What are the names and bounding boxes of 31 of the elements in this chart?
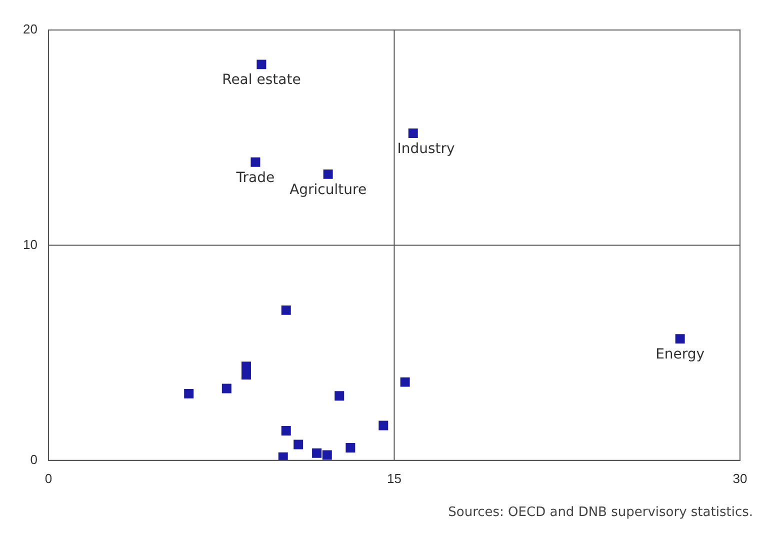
point xyxy=(222,384,232,394)
point xyxy=(281,426,291,436)
point xyxy=(323,169,333,179)
point xyxy=(242,370,251,380)
point xyxy=(278,452,288,460)
point xyxy=(408,128,418,138)
point xyxy=(346,442,356,452)
point xyxy=(294,440,304,450)
point xyxy=(400,377,410,387)
y-tick-label: 20 xyxy=(22,22,38,37)
point xyxy=(250,157,260,167)
annotation: Industry xyxy=(397,140,455,157)
y-tick-label: 0 xyxy=(30,452,38,467)
point xyxy=(675,334,685,344)
point xyxy=(242,362,251,372)
annotation: Trade xyxy=(235,170,275,186)
annotation: Energy xyxy=(656,346,705,362)
x-tick-label: 30 xyxy=(732,470,748,486)
point xyxy=(378,420,388,430)
annotation: Agriculture xyxy=(290,182,367,198)
point xyxy=(334,391,344,401)
x-tick-label: 0 xyxy=(44,470,52,486)
point xyxy=(184,388,194,398)
annotation: Real estate xyxy=(222,72,301,88)
point xyxy=(281,305,291,315)
point xyxy=(322,450,332,460)
point xyxy=(312,448,322,458)
y-tick-label: 10 xyxy=(22,236,38,252)
source-note: Sources: OECD and DNB supervisory statistics. xyxy=(448,505,753,520)
point xyxy=(256,60,266,70)
x-tick-label: 15 xyxy=(386,470,402,486)
